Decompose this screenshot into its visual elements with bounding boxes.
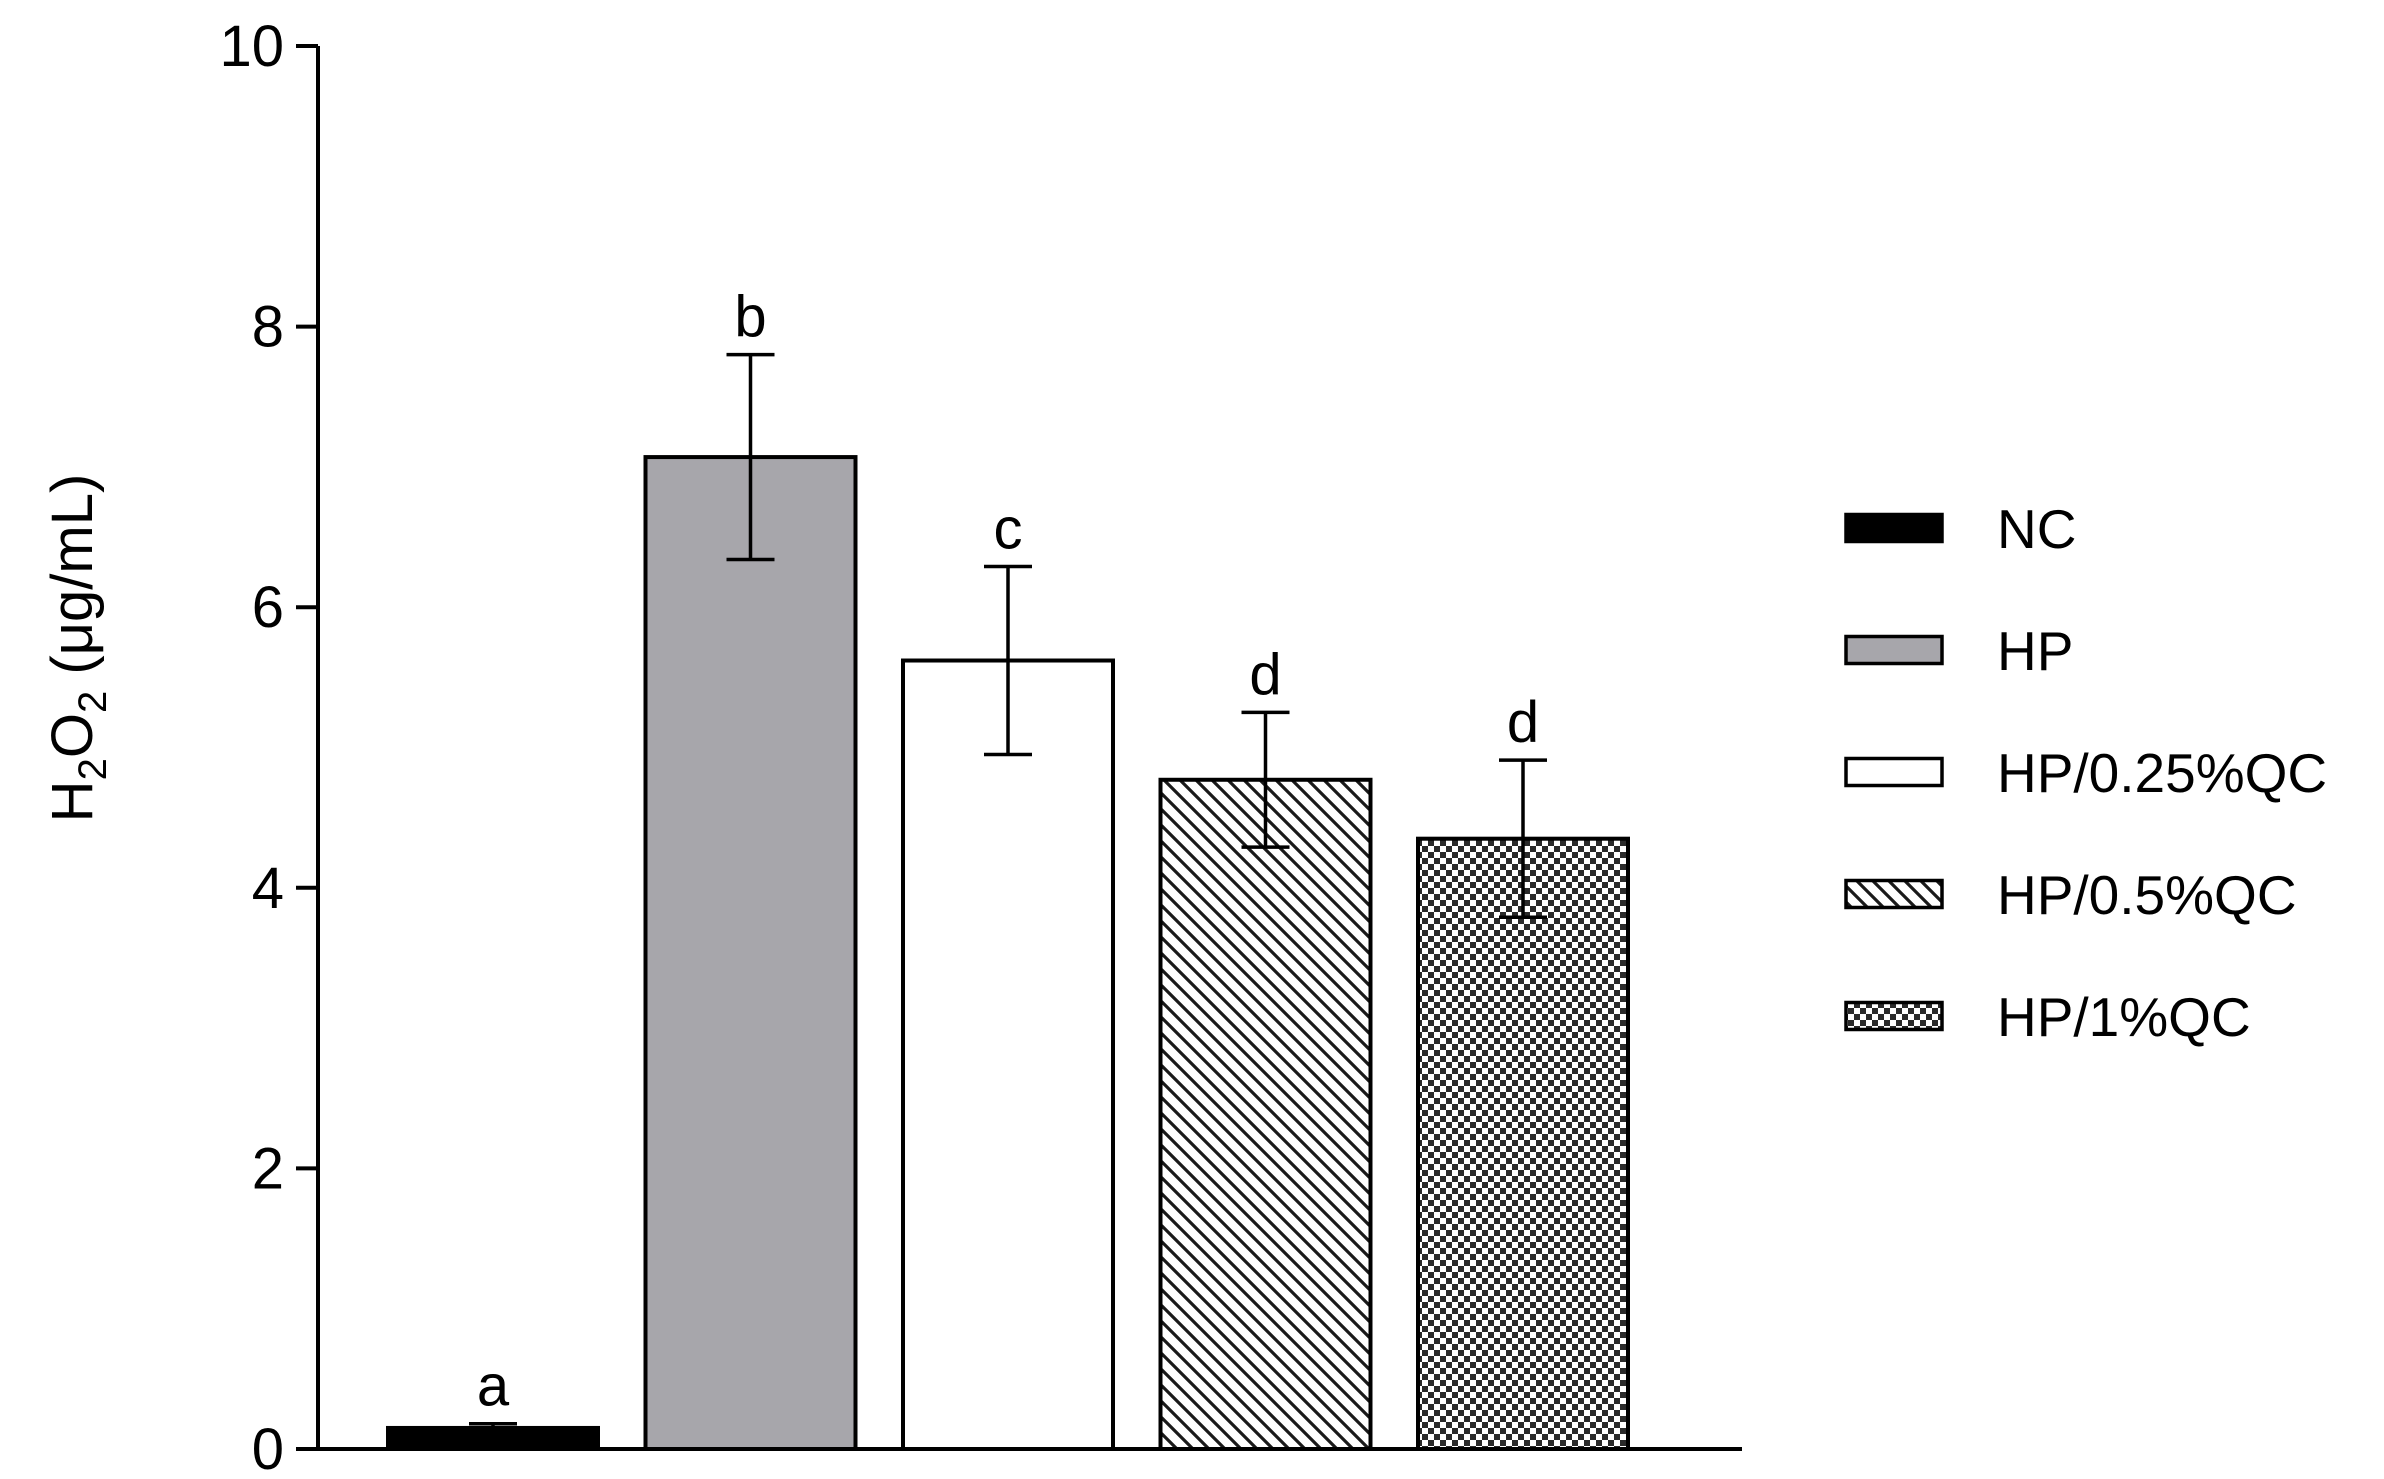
y-tick-label: 6 <box>252 575 284 640</box>
legend-label: HP/0.5%QC <box>1997 864 2297 926</box>
legend-label: NC <box>1997 498 2076 560</box>
legend-label: HP/1%QC <box>1997 986 2251 1048</box>
bar <box>1416 836 1630 1451</box>
bar <box>1158 777 1373 1451</box>
y-axis-label-rest: (μg/mL) <box>40 474 105 691</box>
bar <box>643 455 858 1452</box>
significance-letter: d <box>1507 690 1539 755</box>
y-axis-label-sub2: 2 <box>71 691 115 713</box>
legend-swatch <box>1844 1000 1944 1032</box>
y-tick-label: 2 <box>252 1136 284 1201</box>
y-tick-label: 4 <box>252 856 284 921</box>
legend-label: HP/0.25%QC <box>1997 742 2327 804</box>
y-tick-label: 0 <box>252 1417 284 1479</box>
significance-letter: d <box>1249 642 1281 707</box>
significance-letters: a b c d d <box>477 285 1539 1419</box>
y-tick-label: 10 <box>219 14 284 79</box>
y-ticks: 0 2 4 6 8 10 <box>219 14 318 1479</box>
legend-swatch <box>1844 634 1944 666</box>
bars <box>386 455 1630 1452</box>
y-tick-label: 8 <box>252 295 284 360</box>
significance-letter: a <box>477 1354 510 1419</box>
bar <box>901 658 1115 1451</box>
legend-label: HP <box>1997 620 2073 682</box>
significance-letter: b <box>734 285 766 350</box>
y-axis-label-sub1: 2 <box>71 758 115 780</box>
legend: NC HP HP/0.25%QC HP/0.5%QC HP/1%QC <box>1844 498 2327 1048</box>
y-axis-label: H2O2 (μg/mL) <box>40 474 115 823</box>
legend-swatch <box>1844 878 1944 910</box>
legend-swatch <box>1844 756 1944 788</box>
legend-swatch <box>1844 512 1944 544</box>
significance-letter: c <box>994 497 1023 562</box>
error-bars <box>469 352 1547 1434</box>
y-axis-label-mid: O <box>40 713 105 758</box>
y-axis-label-base: H <box>40 780 105 822</box>
